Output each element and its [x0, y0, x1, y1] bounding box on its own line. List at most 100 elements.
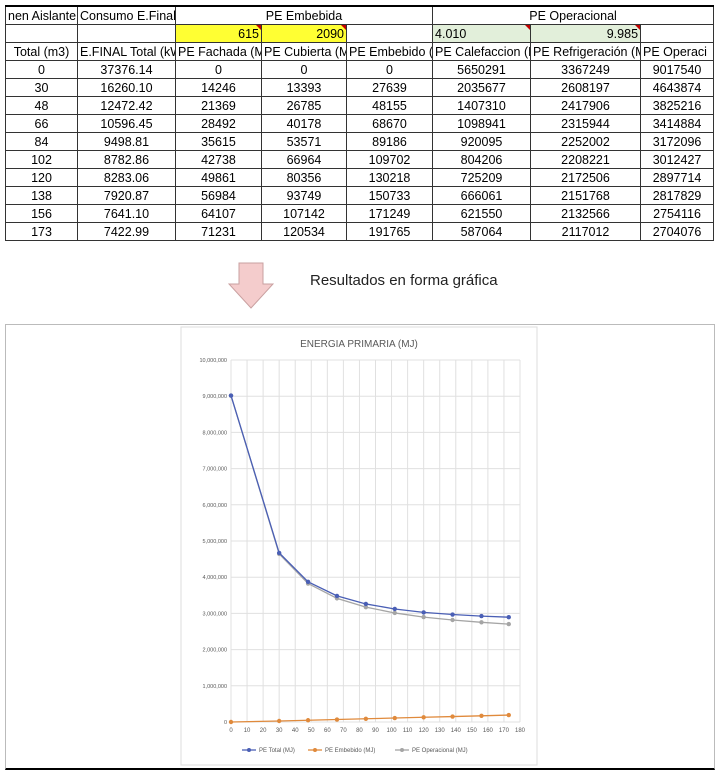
table-cell: 7422.99	[77, 222, 176, 241]
factor-calefaccion[interactable]: 4.010	[432, 24, 532, 43]
table-cell: 107142	[261, 204, 347, 223]
table-cell: 2608197	[530, 78, 642, 97]
data-point	[506, 712, 511, 718]
table-cell: 40178	[261, 114, 347, 133]
table-cell: 9498.81	[77, 132, 176, 151]
table-cell: 2117012	[530, 222, 642, 241]
x-tick-label: 80	[356, 728, 363, 734]
factor-row: 615 2090 4.010 9.985	[5, 24, 715, 43]
data-point	[450, 617, 455, 623]
data-point	[450, 714, 455, 719]
table-row: 84 9498.81 35615 53571 89186 920095 2252002 317…	[5, 132, 715, 151]
table-cell: 171249	[345, 204, 434, 223]
table-cell: 49861	[175, 168, 262, 187]
down-arrow-icon	[228, 262, 274, 309]
table-row: 0 37376.14 0 0 0 5650291 3367249 9017540	[5, 60, 715, 79]
data-point	[363, 716, 369, 721]
table-cell: 8283.06	[77, 168, 176, 187]
column-header: E.FINAL Total (kW	[77, 42, 176, 61]
data-point	[392, 715, 397, 721]
table-row: 138 7920.87 56984 93749 150733 666061 2151768 2…	[5, 186, 715, 205]
data-point	[479, 620, 484, 625]
table-cell: 725209	[432, 168, 532, 187]
legend-label: PE Embebido (MJ)	[325, 748, 375, 754]
table-cell: 191765	[345, 222, 434, 241]
table-cell: 71231	[175, 222, 262, 241]
table-cell: 920095	[432, 132, 532, 151]
table-cell: 2132566	[530, 204, 642, 223]
data-point	[276, 550, 282, 556]
group-header-row: nen Aislante Consumo E.Final PE Embebida…	[5, 5, 715, 25]
table-cell: 93749	[261, 186, 347, 205]
table-cell: 35615	[175, 132, 262, 151]
table-cell: 48155	[345, 96, 434, 115]
table-cell: 2172506	[530, 168, 642, 187]
table-cell: 53571	[261, 132, 347, 151]
table-cell: 2035677	[432, 78, 532, 97]
table-row: 102 8782.86 42738 66964 109702 804206 2208221 3…	[5, 150, 715, 169]
y-tick-label: 6,000,000	[203, 503, 227, 509]
table-cell: 9017540	[640, 60, 715, 79]
column-header: Total (m3)	[5, 42, 78, 61]
table-cell: 2315944	[530, 114, 642, 133]
factor-fachada[interactable]: 615	[175, 24, 262, 43]
table-cell: 56984	[175, 186, 262, 205]
table-cell: 2208221	[530, 150, 642, 169]
table-cell: 80356	[261, 168, 347, 187]
table-cell: 2704076	[640, 222, 715, 241]
table-cell: 0	[5, 60, 78, 79]
header-pe-operacional: PE Operacional	[432, 5, 715, 25]
chart-title: ENERGIA PRIMARIA (MJ)	[300, 339, 418, 350]
data-point	[421, 614, 426, 620]
table-cell: 621550	[432, 204, 532, 223]
y-tick-label: 8,000,000	[203, 430, 227, 436]
data-point	[392, 606, 397, 612]
data-point	[392, 610, 397, 616]
table-cell: 66964	[261, 150, 347, 169]
table-cell: 666061	[432, 186, 532, 205]
table-cell: 8782.86	[77, 150, 176, 169]
data-point	[305, 718, 311, 723]
x-tick-label: 70	[340, 728, 347, 734]
x-tick-label: 0	[229, 728, 233, 734]
column-header: PE Refrigeración (M	[530, 42, 642, 61]
legend-label: PE Total (MJ)	[259, 748, 295, 754]
table-cell: 1098941	[432, 114, 532, 133]
table-cell: 42738	[175, 150, 262, 169]
column-header: PE Embebido (	[345, 42, 434, 61]
table-cell: 7641.10	[77, 204, 176, 223]
table-row: 120 8283.06 49861 80356 130218 725209 2172506 2…	[5, 168, 715, 187]
data-point	[228, 719, 234, 725]
y-tick-label: 2,000,000	[203, 648, 227, 654]
header-aislante: nen Aislante	[5, 5, 78, 25]
table-cell: 2151768	[530, 186, 642, 205]
table-cell: 21369	[175, 96, 262, 115]
factor-refrigeracion[interactable]: 9.985	[530, 24, 642, 43]
data-point	[363, 604, 369, 610]
data-point	[506, 614, 511, 620]
data-point	[334, 717, 340, 722]
table-cell: 5650291	[432, 60, 532, 79]
factor-cubierta[interactable]: 2090	[261, 24, 347, 43]
x-tick-label: 60	[324, 728, 331, 734]
legend-marker	[313, 748, 317, 752]
table-cell: 120	[5, 168, 78, 187]
x-tick-label: 180	[515, 728, 526, 734]
table-cell: 3414884	[640, 114, 715, 133]
data-point	[421, 715, 426, 720]
y-tick-label: 0	[224, 720, 227, 726]
table-cell: 120534	[261, 222, 347, 241]
table-cell: 89186	[345, 132, 434, 151]
y-tick-label: 3,000,000	[203, 611, 227, 617]
data-point	[363, 601, 369, 607]
table-cell: 0	[345, 60, 434, 79]
data-point	[305, 579, 311, 584]
x-tick-label: 110	[403, 728, 413, 734]
table-cell: 10596.45	[77, 114, 176, 133]
table-cell: 4643874	[640, 78, 715, 97]
table-cell: 0	[175, 60, 262, 79]
caption: Resultados en forma gráfica	[310, 272, 498, 289]
table-cell: 27639	[345, 78, 434, 97]
x-tick-label: 170	[499, 728, 510, 734]
data-point	[334, 593, 340, 599]
